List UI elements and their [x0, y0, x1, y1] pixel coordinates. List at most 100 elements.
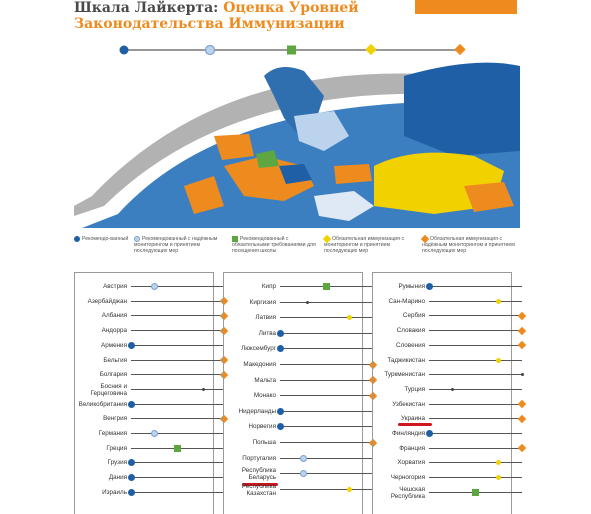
country-name: Германия	[98, 430, 127, 437]
country-row: Туркменистан	[373, 371, 524, 385]
legend-item-1: Рекомендо-ванный	[74, 236, 132, 242]
scale-track	[131, 283, 224, 290]
legend-square-icon	[232, 236, 238, 242]
country-row: Босния и Герцеговина	[75, 382, 224, 400]
country-name: Армения	[101, 341, 127, 349]
country-row: Сербия	[373, 311, 526, 326]
scale-track	[276, 407, 373, 415]
country-row: Украина	[373, 414, 526, 429]
country-name: Республика Беларусь	[241, 467, 276, 482]
country-name: Босния и Герцеговина	[90, 382, 127, 397]
scale-track	[280, 283, 373, 290]
scale-marker-5	[454, 44, 466, 56]
country-row: Турция	[373, 385, 522, 400]
country-name: Словакия	[396, 327, 425, 335]
level-marker-icon	[517, 311, 526, 321]
legend-item-4: Обязательная иммунизация с мониторингом …	[322, 234, 405, 255]
level-marker-icon	[299, 454, 307, 462]
country-row: Норвегия	[224, 423, 373, 437]
level-marker-icon	[276, 345, 284, 353]
level-marker-icon	[472, 488, 479, 496]
country-row: Люксембург	[224, 345, 373, 359]
country-name: Болгария	[99, 371, 127, 379]
country-name: Украина	[401, 415, 425, 423]
level-marker-icon	[323, 283, 330, 290]
country-name: Монако	[253, 392, 276, 400]
level-marker-icon	[276, 329, 284, 337]
country-row: Македония	[224, 360, 377, 375]
scale-track	[280, 454, 373, 462]
level-marker-icon	[517, 443, 526, 453]
country-row: Кипр	[224, 283, 373, 297]
country-panel-2: Кипр Киргизия Латвия Литва Люксембург Македон…	[223, 272, 377, 514]
level-marker-icon	[127, 474, 135, 482]
scale-track	[429, 443, 526, 453]
country-row: Германия	[75, 430, 224, 444]
level-marker-icon	[517, 399, 526, 409]
scale-track	[425, 430, 522, 437]
country-row: Хорватия	[373, 459, 522, 473]
country-name: Кипр	[261, 283, 276, 290]
level-marker-icon	[202, 387, 206, 391]
country-row: Португалия	[224, 454, 373, 469]
country-panel-1: Австрия Азербайджан Албания Андорра Армения Б…	[74, 272, 228, 514]
level-marker-icon	[517, 326, 526, 335]
country-row: Киргизия	[224, 299, 373, 313]
country-row: Монако	[224, 391, 377, 406]
country-name: Австрия	[103, 283, 127, 290]
country-name: Греция	[106, 444, 127, 452]
scale-track	[131, 444, 224, 452]
country-name: Турция	[404, 385, 425, 393]
scale-track	[429, 387, 522, 391]
scale-track	[127, 459, 224, 467]
scale-track	[280, 486, 373, 492]
scale-track	[429, 488, 522, 496]
country-row: Литва	[224, 329, 373, 344]
scale-track	[280, 315, 373, 321]
scale-track	[429, 475, 522, 481]
europe-map	[74, 56, 520, 228]
legend-item-3: Рекомендованный с обязательными требован…	[232, 236, 316, 255]
scale-line	[119, 44, 466, 56]
orange-tab	[415, 0, 517, 14]
highlight-underline	[242, 483, 278, 487]
page-title: Шкала Лайкерта: Оценка Уровней Законодат…	[74, 0, 514, 38]
country-row: Грузия	[75, 459, 224, 473]
country-row: Польша	[224, 438, 377, 453]
scale-track	[280, 300, 373, 304]
level-marker-icon	[517, 341, 526, 350]
country-name: Латвия	[255, 314, 276, 322]
country-row: Мальта	[224, 375, 377, 391]
level-marker-icon	[450, 387, 454, 391]
country-row: Дания	[75, 474, 224, 488]
country-row: Республика Казахстан	[224, 482, 373, 500]
country-row: Азербайджан	[75, 296, 228, 312]
country-name: Нидерланды	[238, 407, 276, 415]
country-name: Сан-Марино	[388, 297, 425, 305]
scale-track	[429, 399, 526, 409]
country-name: Таджикистан	[387, 356, 425, 364]
country-name: Польша	[252, 439, 276, 446]
scale-track	[280, 375, 377, 385]
country-row: Андорра	[75, 326, 228, 341]
country-name: Мальта	[254, 376, 276, 384]
scale-track	[425, 283, 522, 290]
level-marker-icon	[425, 283, 433, 290]
country-row: Израиль	[75, 488, 224, 503]
scale-track	[131, 387, 224, 391]
legend-item-2: Рекомендованный с надёжным мониторингом …	[134, 236, 218, 255]
level-marker-icon	[127, 400, 135, 408]
country-name: Израиль	[102, 488, 127, 496]
level-marker-icon	[517, 414, 526, 424]
country-name: Республика Казахстан	[241, 482, 276, 497]
country-name: Албания	[101, 312, 127, 320]
scale-track	[429, 373, 524, 377]
level-marker-icon	[496, 298, 502, 304]
country-name: Узбекистан	[392, 400, 425, 408]
country-name: Грузия	[107, 459, 127, 467]
country-row: Чешская Республика	[373, 486, 522, 503]
scale-track	[429, 460, 522, 466]
country-name: Португалия	[242, 454, 276, 462]
level-marker-icon	[347, 486, 353, 492]
level-marker-icon	[425, 430, 433, 437]
